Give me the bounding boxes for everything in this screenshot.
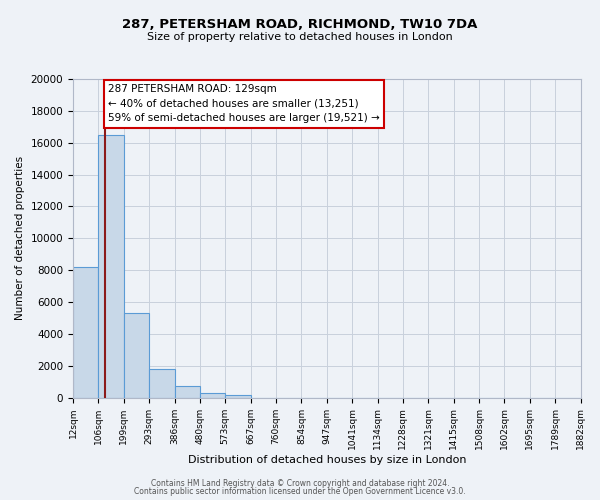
- X-axis label: Distribution of detached houses by size in London: Distribution of detached houses by size …: [188, 455, 466, 465]
- Bar: [149, 369, 175, 398]
- Text: Contains public sector information licensed under the Open Government Licence v3: Contains public sector information licen…: [134, 487, 466, 496]
- Text: Contains HM Land Registry data © Crown copyright and database right 2024.: Contains HM Land Registry data © Crown c…: [151, 478, 449, 488]
- Bar: [200, 393, 225, 398]
- Bar: [124, 313, 149, 398]
- Y-axis label: Number of detached properties: Number of detached properties: [15, 156, 25, 320]
- Bar: [73, 267, 98, 398]
- Bar: [98, 135, 124, 398]
- Text: 287, PETERSHAM ROAD, RICHMOND, TW10 7DA: 287, PETERSHAM ROAD, RICHMOND, TW10 7DA: [122, 18, 478, 30]
- Text: Size of property relative to detached houses in London: Size of property relative to detached ho…: [147, 32, 453, 42]
- Bar: [225, 395, 251, 398]
- Bar: [175, 386, 200, 398]
- Text: 287 PETERSHAM ROAD: 129sqm
← 40% of detached houses are smaller (13,251)
59% of : 287 PETERSHAM ROAD: 129sqm ← 40% of deta…: [109, 84, 380, 124]
